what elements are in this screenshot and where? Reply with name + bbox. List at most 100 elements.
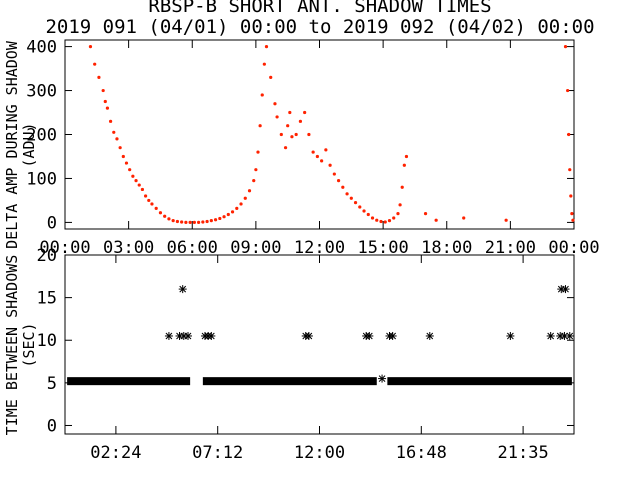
x-tick-label: 06:00 (167, 238, 218, 258)
panel-delta-amp: DELTA AMP DURING SHADOW (ADU) 0 100 200 300… (3, 38, 600, 258)
data-point (158, 211, 163, 215)
data-point (349, 196, 353, 200)
data-point (303, 110, 307, 115)
data-point (311, 150, 315, 154)
data-point (425, 331, 434, 340)
data-point (226, 212, 230, 217)
panel-frame (64, 39, 575, 230)
data-point (341, 185, 345, 189)
y-tick-label: 400 (26, 38, 57, 58)
data-point (567, 132, 571, 137)
chart-subtitle: 2019 091 (04/01) 00:00 to 2019 092 (04/0… (45, 16, 594, 38)
data-point (118, 146, 122, 150)
data-point (112, 130, 116, 134)
data-point (353, 201, 358, 205)
data-series (88, 44, 575, 225)
data-point (388, 331, 397, 340)
dense-point-band (202, 377, 377, 386)
data-point (134, 179, 138, 183)
panel-time-between: TIME BETWEEN SHADOWS (SEC) 0 5 10 15 20 02:24… (3, 246, 575, 463)
x-tick-label: 00:00 (548, 238, 599, 258)
x-tick-label: 07:12 (192, 443, 243, 463)
x-tick-label: 21:00 (485, 238, 536, 258)
y-tick-label: 100 (26, 169, 57, 189)
data-point (264, 44, 269, 49)
data-point (362, 209, 366, 213)
data-point (336, 179, 341, 183)
data-point (180, 220, 184, 224)
y-tick-label: 5 (47, 374, 57, 394)
data-point (332, 172, 336, 176)
data-point (124, 161, 129, 165)
data-point (370, 216, 375, 220)
data-point (218, 216, 222, 221)
data-point (546, 331, 555, 340)
y-tick-label: 10 (37, 331, 57, 351)
data-point (315, 154, 319, 159)
data-point (275, 115, 279, 119)
data-point (121, 154, 125, 159)
data-point (328, 163, 332, 167)
data-point (269, 75, 273, 79)
dense-point-band (387, 377, 572, 386)
data-point (164, 331, 173, 340)
data-point (147, 198, 151, 203)
data-point (184, 331, 193, 340)
data-point (260, 93, 264, 97)
x-tick-label: 02:24 (90, 443, 141, 463)
data-point (175, 219, 180, 224)
x-tick-label: 12:00 (294, 443, 345, 463)
data-point (154, 206, 158, 210)
x-tick-label: 00:00 (39, 238, 90, 258)
x-tick-label: 18:00 (421, 238, 472, 258)
data-point (378, 374, 387, 383)
data-point (167, 217, 171, 221)
x-tick-label: 15:00 (358, 238, 409, 258)
data-point (504, 218, 508, 222)
panel-frame (64, 254, 575, 435)
y-tick-label: 0 (47, 213, 57, 233)
data-point (387, 219, 392, 223)
data-point (288, 110, 292, 115)
data-point (279, 132, 283, 137)
y-axis-unit: (SEC) (20, 322, 38, 367)
x-tick-label: 21:35 (498, 443, 549, 463)
data-point (571, 218, 575, 222)
data-point (137, 183, 141, 187)
data-point (286, 124, 290, 128)
data-point (150, 202, 154, 206)
data-point (163, 214, 167, 218)
x-tick-label: 03:00 (103, 238, 154, 258)
data-point (88, 44, 93, 49)
y-axis-label: TIME BETWEEN SHADOWS (3, 255, 21, 436)
data-point (209, 219, 213, 223)
chart-title: RBSP-B SHORT ANT. SHADOW TIMES (148, 0, 491, 17)
data-series (67, 285, 574, 386)
data-point (105, 106, 110, 110)
dense-point-band (67, 377, 191, 386)
data-point (178, 285, 187, 294)
data-point (298, 119, 303, 123)
data-point (192, 220, 196, 225)
data-point (379, 219, 383, 224)
y-axis-unit: (ADU) (20, 122, 38, 167)
data-point (140, 187, 145, 192)
data-point (103, 99, 107, 104)
data-point (143, 194, 148, 198)
data-point (383, 220, 387, 224)
data-point (366, 212, 370, 217)
data-point (273, 102, 277, 106)
x-tick-label: 12:00 (294, 238, 345, 258)
data-point (207, 331, 216, 340)
data-point (239, 202, 243, 206)
data-point (171, 219, 175, 223)
y-tick-label: 20 (37, 246, 57, 266)
x-tick-label: 16:48 (396, 443, 447, 463)
y-tick-label: 0 (47, 416, 57, 436)
data-point (561, 285, 570, 294)
data-point (93, 62, 97, 66)
data-point (283, 146, 288, 150)
data-point (462, 216, 466, 220)
data-point (565, 331, 574, 340)
data-point (290, 135, 294, 139)
